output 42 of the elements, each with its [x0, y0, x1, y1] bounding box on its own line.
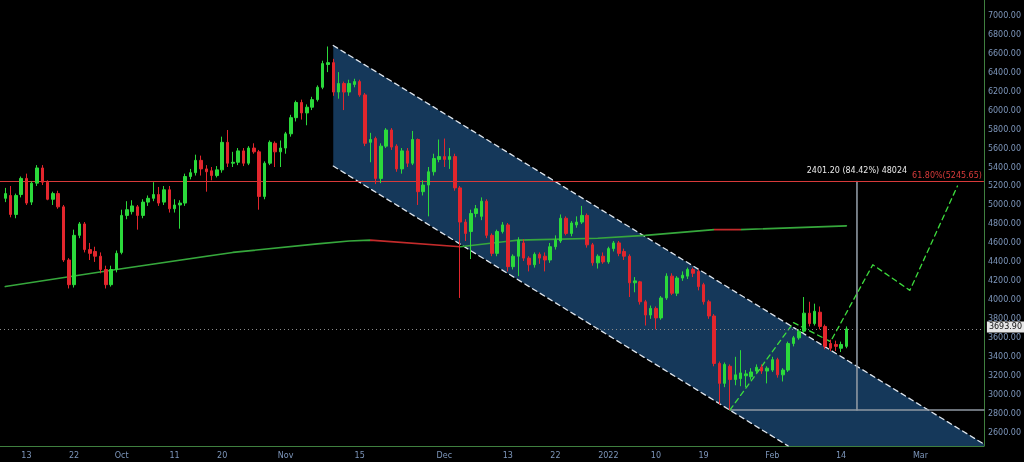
x-tick-label: 22 — [550, 450, 561, 460]
x-tick-label: Dec — [436, 450, 453, 460]
x-tick-label: Oct — [114, 450, 129, 460]
y-tick-label: 2600.00 — [987, 428, 1022, 438]
y-tick-label: 3800.00 — [987, 314, 1022, 324]
ref-line-label: 3693.90 — [988, 322, 1023, 332]
y-tick-label: 4600.00 — [987, 238, 1022, 248]
y-tick-label: 5200.00 — [987, 181, 1022, 191]
y-tick-label: 4400.00 — [987, 257, 1022, 267]
y-tick-label: 4200.00 — [987, 276, 1022, 286]
x-tick-label: Nov — [277, 450, 294, 460]
y-tick-label: 3200.00 — [987, 371, 1022, 381]
x-tick-label: 13 — [21, 450, 32, 460]
y-tick-label: 5600.00 — [987, 143, 1022, 153]
y-tick-label: 6000.00 — [987, 105, 1022, 115]
y-tick-label: 3400.00 — [987, 352, 1022, 362]
y-tick-label: 6400.00 — [987, 67, 1022, 77]
y-tick-label: 6800.00 — [987, 29, 1022, 39]
x-tick-label: 13 — [502, 450, 513, 460]
y-tick-label: 5000.00 — [987, 200, 1022, 210]
y-tick-label: 6200.00 — [987, 86, 1022, 96]
y-tick-label: 5400.00 — [987, 162, 1022, 172]
annotation: 2401.20 (84.42%) 48024 — [806, 166, 908, 176]
y-tick-label: 4800.00 — [987, 219, 1022, 229]
x-tick-label: Feb — [765, 450, 780, 460]
x-tick-label: 19 — [698, 450, 709, 460]
x-tick-label: 20 — [217, 450, 228, 460]
x-tick-label: 14 — [836, 450, 847, 460]
y-tick-label: 6600.00 — [987, 48, 1022, 58]
x-tick-label: 11 — [169, 450, 180, 460]
y-tick-label: 5800.00 — [987, 124, 1022, 134]
x-tick-label: 2022 — [598, 450, 619, 460]
y-tick-label: 7000.00 — [987, 10, 1022, 20]
x-tick-label: Mar — [912, 450, 929, 460]
y-tick-label: 4000.00 — [987, 295, 1022, 305]
ref-line-label: 61.80%(5245.65) — [912, 171, 982, 181]
x-tick-label: 22 — [68, 450, 80, 460]
x-tick-label: 10 — [650, 450, 662, 460]
y-tick-label: 3000.00 — [987, 390, 1022, 400]
x-tick-label: 15 — [354, 450, 365, 460]
y-tick-label: 2800.00 — [987, 409, 1022, 419]
y-tick-label: 3600.00 — [987, 333, 1022, 343]
